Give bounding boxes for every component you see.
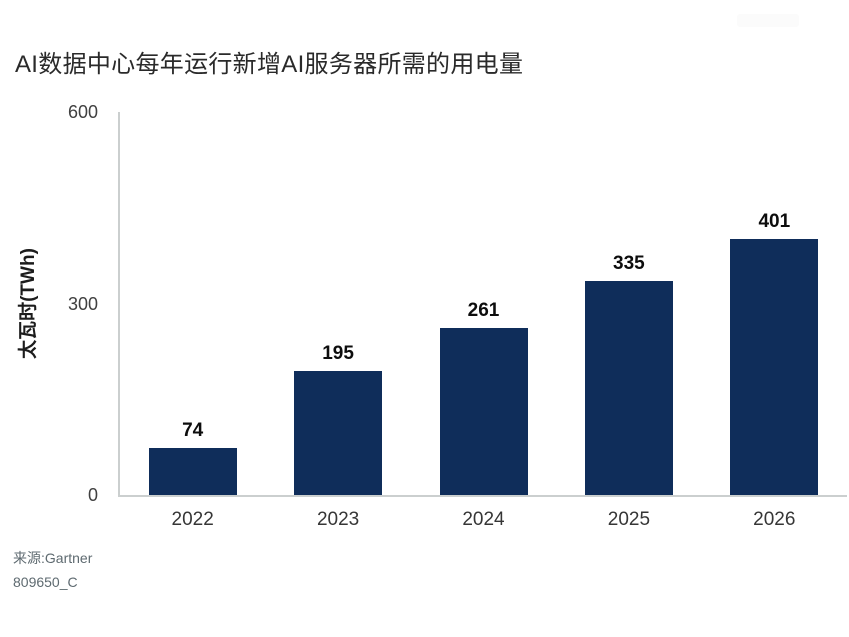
bar-group: 335 2025 [584,112,673,530]
bar [148,447,237,495]
bar-value-label: 74 [182,419,204,441]
bar-value-label: 261 [467,300,500,322]
bar [439,328,528,495]
source-code: 809650_C [13,574,78,590]
x-axis-label: 2025 [607,509,651,530]
bar-group: 195 2023 [294,112,383,530]
x-axis-label: 2024 [462,509,505,530]
y-tick-label: 600 [67,102,98,122]
bar-value-label: 195 [322,342,354,364]
bar [730,239,819,495]
bar-value-label: 401 [758,211,791,233]
bar-value-label: 335 [613,253,645,275]
x-axis-label: 2022 [171,509,214,530]
plot-area: 74 2022 195 2023 261 2024 335 2025 401 2026 [118,112,847,530]
bar-group: 261 2024 [439,112,528,530]
x-axis-label: 2023 [316,509,360,530]
faint-artifact [737,14,799,27]
source-line: 来源:Gartner [13,550,93,566]
bar-group: 74 2022 [148,112,237,530]
source-note: 来源:Gartner 809650_C [13,546,92,594]
chart-title: AI数据中心每年运行新增AI服务器所需的用电量 [15,51,524,78]
x-axis-label: 2026 [753,509,796,530]
bar [584,281,673,495]
bar-group: 401 2026 [730,112,819,530]
y-tick-label: 0 [87,485,98,505]
bar [294,370,383,495]
y-axis-ticks: 0 300 600 [0,102,98,505]
y-tick-label: 300 [67,293,98,314]
